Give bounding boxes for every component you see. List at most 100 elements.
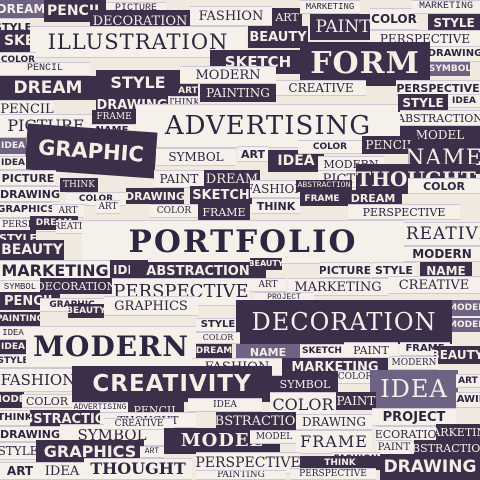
word-tile: THOUGHT [84, 458, 192, 480]
word-tile: ABSTRACTION [30, 410, 100, 428]
word-tile: FASHION [190, 6, 272, 26]
word-tile: MARKETING [436, 424, 480, 440]
word-tile: ABSTRACTION [216, 412, 296, 430]
word-tile: MODEL [250, 430, 298, 444]
word-tile: PERSPECTIVE [290, 468, 376, 480]
word-tile: MARKETING [300, 0, 360, 14]
word-tile: COLOR [408, 178, 480, 194]
word-tile: MODERN [180, 66, 276, 84]
word-tile: MODEL [452, 318, 480, 332]
word-tile: MARKETING [288, 278, 388, 296]
word-tile: PAINTING [0, 312, 40, 326]
word-tile: DREAM [196, 344, 232, 358]
word-tile: FRAME [296, 430, 372, 454]
word-tile: FORM [300, 42, 430, 86]
word-tile: ART [178, 84, 198, 98]
word-tile: FASHION [250, 180, 300, 198]
word-tile: ART [272, 8, 302, 26]
word-tile: ADVERTISING [136, 104, 400, 148]
word-tile: STYLE [428, 14, 480, 32]
word-tile: CREATIVE [276, 80, 366, 96]
word-tile: THINK [60, 178, 98, 192]
word-tile: DREAM [0, 0, 46, 18]
word-tile: MODEL [452, 300, 480, 316]
word-tile: IDEA [370, 370, 458, 408]
word-tile: PAINTING [196, 470, 286, 480]
word-tile: PICTURE [0, 170, 56, 186]
word-tile: STYLE [398, 94, 448, 112]
word-tile: PAINT [344, 342, 398, 358]
word-tile: IDEA [268, 150, 324, 172]
word-tile: COLOR [196, 332, 240, 344]
word-tile: DRAWING [380, 454, 480, 480]
word-tile: IDEA [0, 340, 26, 354]
word-tile: ART [250, 278, 286, 292]
word-tile: ABSTRACTION [414, 440, 480, 456]
word-tile: DREAM [204, 170, 260, 188]
word-tile: MARKETING [412, 0, 480, 14]
word-tile: ART [456, 374, 480, 388]
word-tile: NAME [420, 262, 472, 280]
word-tile: PAINT [154, 170, 204, 188]
word-tile: PAINT [310, 14, 376, 40]
word-tile: DRAWING [456, 392, 480, 408]
word-tile: DRAWING [126, 188, 184, 204]
word-tile: SYMBOL [430, 62, 470, 76]
word-tile: MODERN [26, 326, 196, 368]
word-tile: CREATIVE [56, 220, 86, 234]
word-tile: SYMBOL [272, 376, 338, 392]
word-tile: STYLE [196, 318, 240, 332]
word-tile: IDEA [448, 94, 480, 108]
word-tile: IDEA [0, 326, 26, 340]
word-tile: FRAME [198, 204, 250, 220]
word-tile: CREATIVITY [72, 366, 272, 402]
word-tile: DRAWING [0, 186, 60, 202]
word-tile: NAME [236, 344, 300, 360]
word-tile: CREATIVE [104, 418, 174, 430]
word-tile: GRAPHICS [104, 296, 198, 316]
word-tile: STYLE [0, 354, 26, 368]
word-tile: BEAUTY [434, 346, 480, 364]
word-tile: PAINTING [200, 84, 276, 102]
word-tile: MODERN [404, 246, 480, 262]
word-tile: DREAM [344, 190, 402, 206]
word-tile: MARKETING [0, 260, 110, 282]
word-tile: THINK [252, 198, 300, 214]
word-tile: DECORATION [236, 300, 452, 344]
word-tile: SKETCH [190, 186, 252, 204]
word-tile: THINK [0, 410, 30, 426]
word-tile: ABSTRACTION [400, 110, 480, 126]
word-tile: SYMBOL [156, 148, 236, 166]
word-tile: DREAM [0, 76, 96, 100]
word-tile: MODEL [400, 126, 480, 144]
word-tile: BEAUTY [0, 240, 64, 260]
word-tile: COLOR [150, 204, 198, 218]
word-tile: PICTURE [320, 262, 370, 278]
word-tile: IDEA [0, 156, 26, 170]
word-tile: PENCIL [0, 62, 90, 76]
word-tile: PAINT [336, 392, 376, 410]
word-tile: CREATIVE [404, 222, 480, 246]
word-tile: CREATIVE [388, 276, 480, 294]
word-tile: FASHION [0, 368, 76, 392]
word-tile: COLOR [370, 8, 418, 30]
word-tile: DRAWING [430, 46, 480, 62]
word-tile: MODERN [390, 356, 438, 370]
word-tile: BEAUTY [68, 304, 104, 318]
word-tile: COLOR [22, 394, 72, 408]
word-tile: DRAWING [0, 426, 60, 442]
word-tile: IDEA [40, 462, 84, 480]
word-tile: DECORATION [40, 278, 112, 294]
word-tile: ABSTRACTION [130, 262, 266, 280]
word-tile: COLOR [338, 370, 372, 384]
word-tile: MODEL [0, 392, 24, 408]
word-tile: DRAWING [296, 414, 372, 430]
word-tile: BEAUTY [248, 26, 308, 48]
word-tile: SKETCH [300, 344, 344, 358]
word-tile: ART [96, 200, 120, 214]
word-tile: IDEA [0, 138, 26, 154]
word-tile: PERSPECTIVE [348, 204, 460, 220]
word-tile: GRAPHICS [0, 202, 52, 218]
word-tile: FRAME [300, 192, 344, 206]
